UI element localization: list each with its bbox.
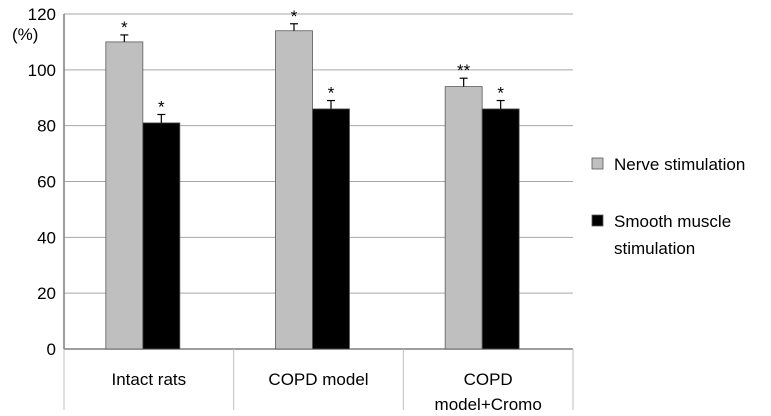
- bar: [142, 122, 181, 350]
- significance-label: *: [497, 84, 504, 103]
- y-axis-label: (%): [12, 25, 38, 44]
- bar: [481, 108, 520, 350]
- bar: [312, 108, 350, 350]
- y-tick-label: 100: [28, 61, 56, 80]
- legend-swatch: [591, 214, 604, 227]
- bar: [105, 41, 144, 350]
- significance-label: *: [291, 7, 298, 26]
- y-tick-label: 80: [37, 117, 56, 136]
- legend-label: Nerve stimulation: [614, 155, 745, 174]
- x-category-label: Intact rats: [112, 370, 187, 389]
- x-category-label: COPD model+Cromo: [435, 370, 542, 414]
- legend-swatch: [591, 157, 604, 170]
- legend: Nerve stimulation Smooth muscle stimulatio…: [591, 155, 745, 258]
- significance-label: *: [328, 84, 335, 103]
- significance-label: *: [158, 98, 165, 117]
- significance-label: *: [121, 18, 128, 37]
- bars: [105, 23, 520, 350]
- y-tick-label: 40: [37, 228, 56, 247]
- legend-label: Smooth muscle stimulation: [614, 212, 731, 258]
- significance-label: **: [457, 61, 471, 80]
- y-tick-label: 20: [37, 284, 56, 303]
- y-tick-label: 60: [37, 173, 56, 192]
- bar: [275, 30, 313, 350]
- y-tick-label: 0: [47, 340, 56, 359]
- bar: [444, 86, 483, 350]
- x-category-label: COPD model: [268, 370, 368, 389]
- y-tick-label: 120: [28, 5, 56, 24]
